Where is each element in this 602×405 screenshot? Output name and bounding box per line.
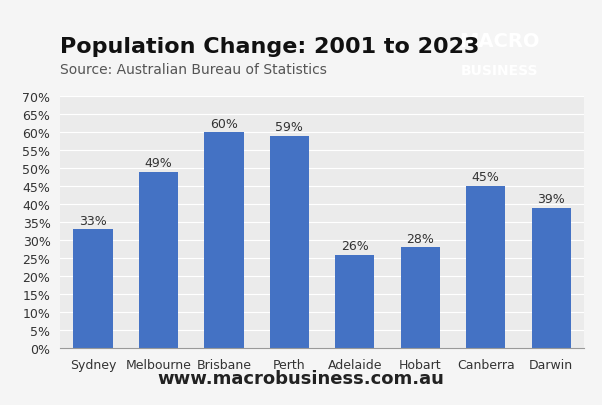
Bar [532,209,571,348]
Bar [204,133,243,348]
Text: 39%: 39% [538,192,565,205]
Text: 45%: 45% [472,171,500,184]
Bar [401,248,440,348]
Text: 28%: 28% [406,232,434,245]
Text: 59%: 59% [275,121,303,134]
Text: 60%: 60% [210,117,238,130]
Bar [466,187,505,348]
Text: BUSINESS: BUSINESS [461,64,538,78]
Text: Source: Australian Bureau of Statistics: Source: Australian Bureau of Statistics [60,63,327,77]
Bar [138,173,178,348]
Bar [270,136,309,348]
Text: 49%: 49% [144,157,172,170]
Text: MACRO: MACRO [459,32,540,51]
Text: www.macrobusiness.com.au: www.macrobusiness.com.au [158,369,444,387]
Text: 33%: 33% [79,214,107,227]
Text: 26%: 26% [341,239,368,252]
Text: Population Change: 2001 to 2023: Population Change: 2001 to 2023 [60,36,480,56]
Bar [73,230,113,348]
Bar [335,255,374,348]
